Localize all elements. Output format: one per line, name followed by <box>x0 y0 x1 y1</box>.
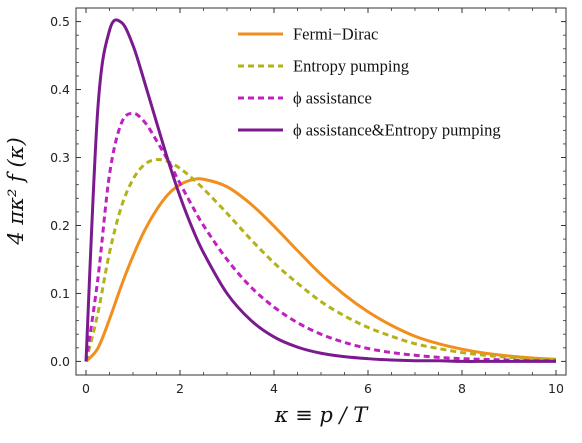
y-tick-label: 0.4 <box>50 82 70 97</box>
legend-label-entropy-pumping: Entropy pumping <box>293 57 409 76</box>
legend-label-fermi-dirac: Fermi−Dirac <box>293 25 378 44</box>
legend-label-assistance-entropy-pumping: ϕ assistance&Entropy pumping <box>293 121 501 140</box>
y-tick-label: 0.5 <box>50 14 70 29</box>
y-tick-label: 0.0 <box>50 354 70 369</box>
y-tick-label: 0.2 <box>50 218 70 233</box>
y-tick-label: 0.3 <box>50 150 70 165</box>
x-tick-label: 6 <box>364 381 372 396</box>
series-line-assistance <box>84 111 557 363</box>
x-tick-label: 0 <box>82 381 90 396</box>
series-line-fermi-dirac <box>84 177 557 363</box>
x-tick-label: 8 <box>458 381 466 396</box>
x-axis-label: κ ≡ p / T <box>274 403 370 427</box>
series-line-assistance-entropy-pumping <box>84 18 556 363</box>
y-tick-labels: 0.0 0.1 0.2 0.3 0.4 0.5 <box>50 14 70 369</box>
series-lines <box>84 18 557 363</box>
x-tick-labels: 0 2 4 6 8 10 <box>82 381 564 396</box>
x-tick-label: 2 <box>176 381 184 396</box>
x-tick-label: 10 <box>548 381 564 396</box>
y-axis-label: 4 πκ² f (κ) <box>4 137 28 245</box>
series-line-entropy-pumping <box>84 157 557 362</box>
y-tick-label: 0.1 <box>50 286 70 301</box>
axis-ticks <box>76 8 566 375</box>
legend-label-assistance: ϕ assistance <box>293 89 372 108</box>
legend: Fermi−Dirac Entropy pumping ϕ assistance ϕ … <box>238 25 501 140</box>
x-tick-label: 4 <box>270 381 278 396</box>
